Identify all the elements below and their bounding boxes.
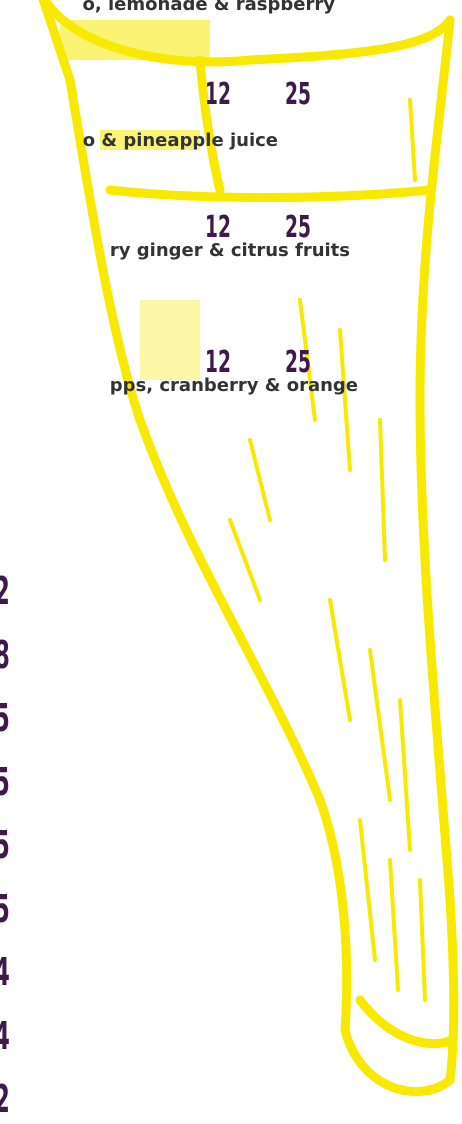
price: 5 (0, 826, 10, 864)
item-price: 12 (205, 80, 231, 110)
item-price: 12 (205, 213, 231, 243)
menu-page: o, lemonade & raspberry1225o & pineapple… (0, 0, 462, 1124)
item-price: 25 (285, 348, 311, 378)
item-description: o, lemonade & raspberry (83, 0, 335, 15)
item-description: pps, cranberry & orange (110, 375, 358, 396)
price: 8 (0, 636, 10, 674)
price: 4 (0, 1017, 10, 1055)
item-price: 25 (285, 80, 311, 110)
price: 2 (0, 572, 10, 610)
price: 5 (0, 763, 10, 801)
price: 4 (0, 953, 10, 991)
glass-illustration (0, 0, 462, 1124)
price: 5 (0, 890, 10, 928)
price: 2 (0, 1080, 10, 1118)
item-price: 12 (205, 348, 231, 378)
item-description: ry ginger & citrus fruits (110, 240, 350, 261)
item-price: 25 (285, 213, 311, 243)
item-description: o & pineapple juice (83, 130, 278, 151)
price: 5 (0, 699, 10, 737)
